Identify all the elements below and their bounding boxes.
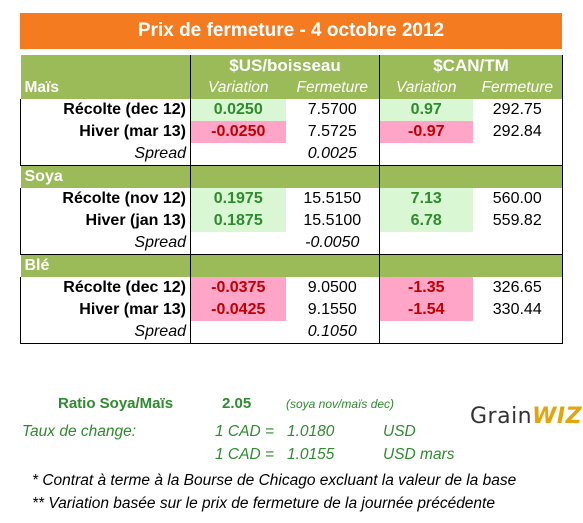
cad-variation: 7.13 [379,188,473,210]
usd-variation: 0.0250 [190,99,286,121]
spread-value: 0.1050 [285,321,380,344]
contract-label: Récolte (dec 12) [20,277,191,299]
table-row: Hiver (mar 13) -0.0425 9.1550 -1.54 330.44 [20,299,563,321]
usd-close: 7.5700 [307,101,357,118]
cad-variation: -1.35 [379,277,473,299]
usd-close: 9.1550 [307,301,357,318]
variation-header-cad: Variation [379,77,473,99]
page-title: Prix de fermeture - 4 octobre 2012 [20,13,562,49]
fermeture-header-usd: Fermeture [285,77,380,99]
cad-close: 326.65 [472,277,563,299]
section-header-row: Blé [20,254,563,277]
usd-variation: 0.1975 [190,188,286,210]
spread-row: Spread 0.1050 [20,321,563,344]
header-empty [190,165,286,188]
section-header-row: Soya [20,165,563,188]
ratio-note: (soya nov/maïs dec) [286,397,395,411]
section-name: Maïs [20,77,191,99]
section-header-row: Maïs Variation Fermeture Variation Fermeture [20,77,563,99]
cad-close: 292.75 [472,99,563,121]
exchange-label: Taux de change: [22,423,137,440]
fermeture-header-cad: Fermeture [472,77,563,99]
exchange-expr-1: 1 CAD = [215,423,275,440]
usd-close: 7.5725 [307,123,357,140]
spread-empty [379,321,473,344]
table-row: Récolte (dec 12) -0.0375 9.0500 -1.35 326.65 [20,277,563,299]
header-empty [285,165,380,188]
ratio-value: 2.05 [222,395,252,412]
footnote-2: ** Variation basée sur le prix de fermet… [32,495,495,512]
spread-value: -0.0050 [285,232,380,255]
header-empty [379,165,473,188]
header-empty [379,254,473,277]
header-empty [190,254,286,277]
usd-close: 15.5150 [303,190,362,207]
cad-variation: -1.54 [379,299,473,321]
exchange-expr-2: 1 CAD = [215,446,275,463]
spread-empty [190,232,286,255]
usd-close: 9.0500 [307,279,357,296]
spread-label: Spread [20,143,191,166]
spread-empty [472,232,563,255]
usd-variation: 0.1875 [190,210,286,232]
usd-variation: -0.0250 [190,121,286,143]
cad-header: $CAN/TM [379,55,563,77]
header-empty [285,254,380,277]
usd-header: $US/boisseau [190,55,380,77]
spread-empty [190,321,286,344]
contract-label: Hiver (mar 13) [20,299,191,321]
spread-empty [190,143,286,166]
spread-label: Spread [20,232,191,255]
footnote-1: * Contrat à terme à la Bourse de Chicago… [32,472,517,489]
contract-label: Hiver (mar 13) [20,121,191,143]
spread-empty [379,232,473,255]
section-name: Soya [20,165,191,188]
exchange-unit-1: USD [383,423,416,440]
currency-header-row: $US/boisseau $CAN/TM [20,55,563,77]
section-name: Blé [20,254,191,277]
table-row: Hiver (mar 13) -0.0250 7.5725 -0.97 292.84 [20,121,563,143]
spread-empty [379,143,473,166]
cad-close: 292.84 [472,121,563,143]
cad-close: 559.82 [472,210,563,232]
header-spacer [20,55,191,77]
price-table: $US/boisseau $CAN/TM Maïs Variation Fermet… [20,55,563,344]
exchange-unit-2: USD mars [383,446,455,463]
exchange-value-1: 1.0180 [287,423,335,440]
cad-variation: 0.97 [379,99,473,121]
header-empty [472,165,563,188]
cad-close: 330.44 [472,299,563,321]
cad-variation: 6.78 [379,210,473,232]
spread-row: Spread -0.0050 [20,232,563,255]
contract-label: Récolte (nov 12) [20,188,191,210]
usd-close: 15.5100 [303,212,362,229]
spread-row: Spread 0.0025 [20,143,563,166]
ratio-label: Ratio Soya/Maïs [58,395,174,412]
contract-label: Récolte (dec 12) [20,99,191,121]
header-empty [472,254,563,277]
spread-empty [472,143,563,166]
logo-part-grain: Grain [470,404,533,429]
variation-header-usd: Variation [190,77,286,99]
table-row: Récolte (dec 12) 0.0250 7.5700 0.97 292.75 [20,99,563,121]
usd-variation: -0.0425 [190,299,286,321]
table-row: Hiver (jan 13) 0.1875 15.5100 6.78 559.82 [20,210,563,232]
spread-label: Spread [20,321,191,344]
spread-empty [472,321,563,344]
grainwiz-logo: GrainWIZ [470,404,582,429]
spread-value: 0.0025 [285,143,380,166]
cad-variation: -0.97 [379,121,473,143]
contract-label: Hiver (jan 13) [20,210,191,232]
logo-part-wiz: WIZ [532,404,583,429]
exchange-value-2: 1.0155 [287,446,335,463]
usd-variation: -0.0375 [190,277,286,299]
table-row: Récolte (nov 12) 0.1975 15.5150 7.13 560.00 [20,188,563,210]
cad-close: 560.00 [472,188,563,210]
